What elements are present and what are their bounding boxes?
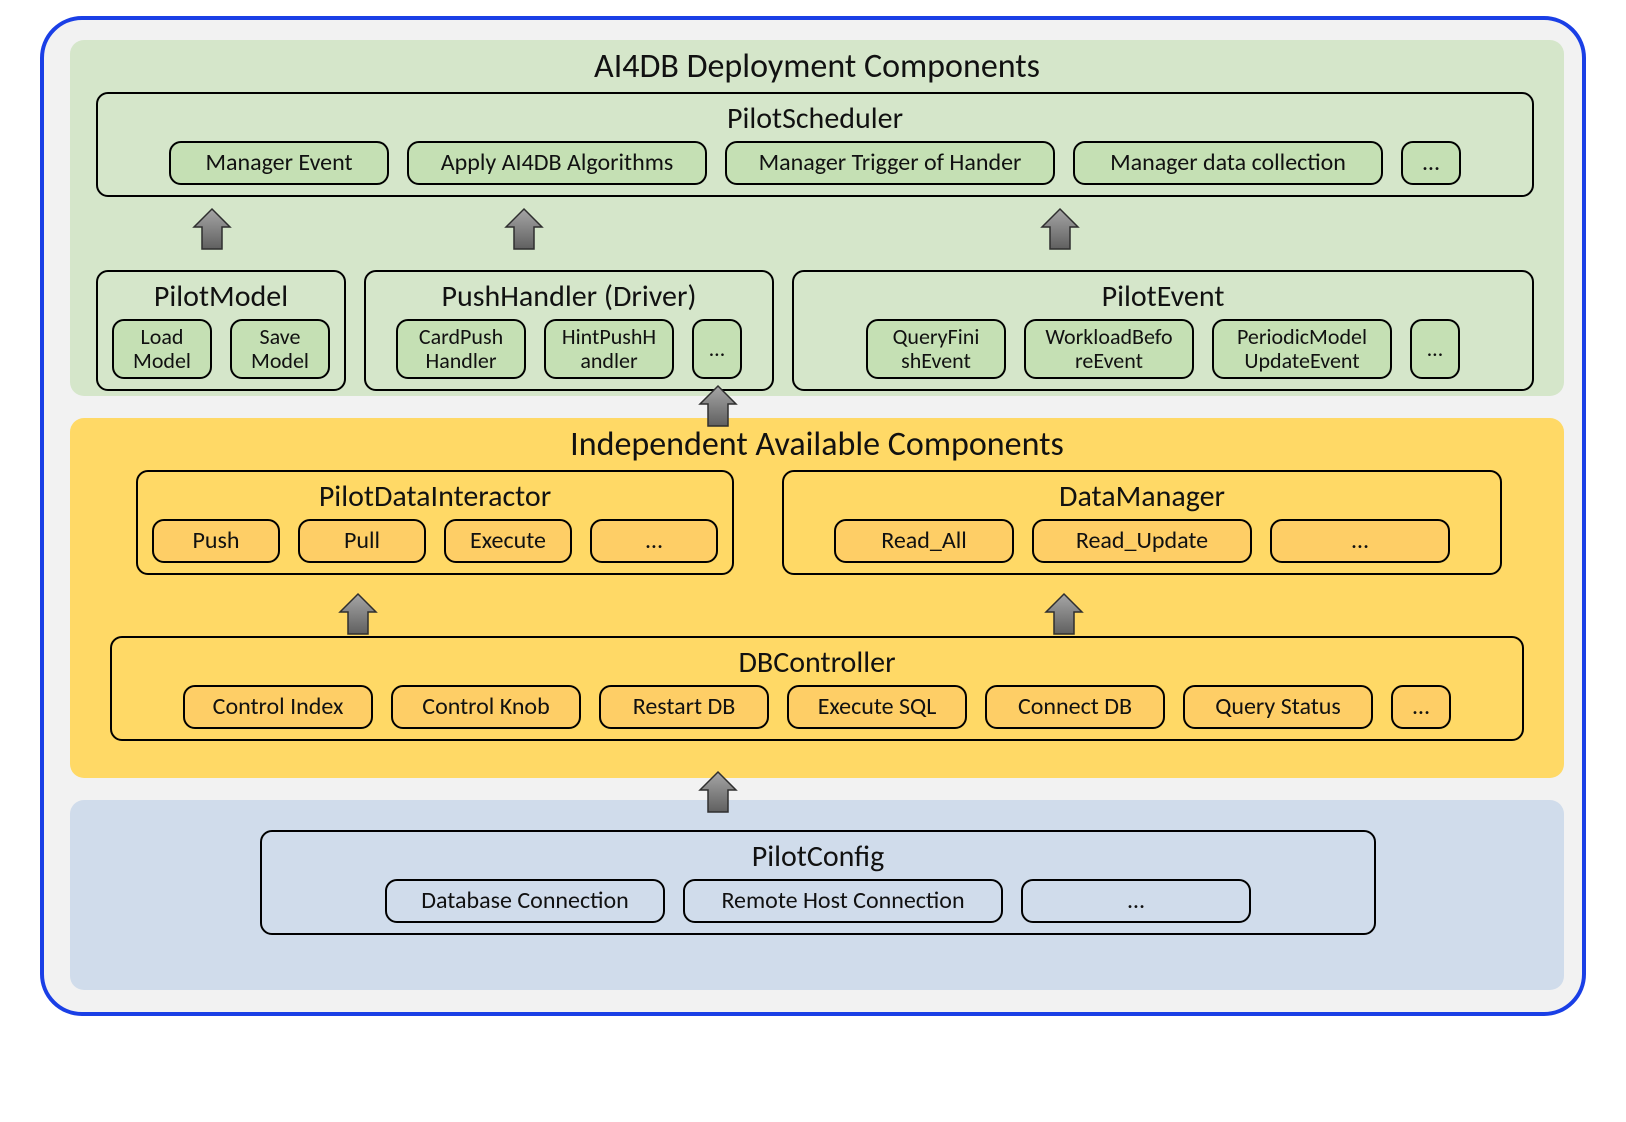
module-datamanager: DataManager Read_All Read_Update …: [782, 470, 1502, 575]
module-dbcontroller-title: DBController: [120, 644, 1514, 681]
push-pill-row: CardPush Handler HintPushH andler …: [374, 319, 764, 389]
pill-restart: Restart DB: [599, 685, 769, 729]
pill-push-more: …: [692, 319, 742, 379]
pill-sched-more: …: [1401, 141, 1461, 185]
pill-ctrl-index: Control Index: [183, 685, 373, 729]
module-pushhandler: PushHandler (Driver) CardPush Handler Hi…: [364, 270, 774, 391]
section-independent: Independent Available Components PilotDa…: [70, 418, 1564, 778]
outer-frame: AI4DB Deployment Components PilotSchedul…: [40, 16, 1586, 1016]
module-dbcontroller: DBController Control Index Control Knob …: [110, 636, 1524, 741]
scheduler-pill-row: Manager Event Apply AI4DB Algorithms Man…: [106, 141, 1524, 195]
pill-push: Push: [152, 519, 280, 563]
model-pill-row: Load Model Save Model: [106, 319, 336, 389]
module-pilotconfig: PilotConfig Database Connection Remote H…: [260, 830, 1376, 935]
module-pdi: PilotDataInteractor Push Pull Execute …: [136, 470, 734, 575]
pill-queryfinish: QueryFini shEvent: [866, 319, 1006, 379]
module-pilotevent: PilotEvent QueryFini shEvent WorkloadBef…: [792, 270, 1534, 391]
pill-cardpush: CardPush Handler: [396, 319, 526, 379]
pill-trigger: Manager Trigger of Hander: [725, 141, 1055, 185]
pill-manager-event: Manager Event: [169, 141, 389, 185]
pill-workload: WorkloadBefo reEvent: [1024, 319, 1194, 379]
pill-pdi-more: …: [590, 519, 718, 563]
pill-ctrl-knob: Control Knob: [391, 685, 581, 729]
section-independent-title: Independent Available Components: [70, 418, 1564, 465]
section-ai4db: AI4DB Deployment Components PilotSchedul…: [70, 40, 1564, 396]
pdi-pill-row: Push Pull Execute …: [146, 519, 724, 573]
pill-hintpush: HintPushH andler: [544, 319, 674, 379]
pill-apply-algos: Apply AI4DB Algorithms: [407, 141, 707, 185]
pill-dbc-more: …: [1391, 685, 1451, 729]
event-pill-row: QueryFini shEvent WorkloadBefo reEvent P…: [802, 319, 1524, 389]
module-pushhandler-title: PushHandler (Driver): [374, 278, 764, 315]
module-pilotmodel-title: PilotModel: [106, 278, 336, 315]
diagram-canvas: AI4DB Deployment Components PilotSchedul…: [0, 0, 1626, 1122]
pill-readupdate: Read_Update: [1032, 519, 1252, 563]
module-datamanager-title: DataManager: [792, 478, 1492, 515]
pill-data-coll: Manager data collection: [1073, 141, 1383, 185]
pill-host-conn: Remote Host Connection: [683, 879, 1003, 923]
dbc-pill-row: Control Index Control Knob Restart DB Ex…: [120, 685, 1514, 739]
pill-dm-more: …: [1270, 519, 1450, 563]
section-config: PilotConfig Database Connection Remote H…: [70, 800, 1564, 990]
section-ai4db-title: AI4DB Deployment Components: [70, 40, 1564, 87]
pill-event-more: …: [1410, 319, 1460, 379]
module-pilotevent-title: PilotEvent: [802, 278, 1524, 315]
pill-execute: Execute: [444, 519, 572, 563]
module-scheduler: PilotScheduler Manager Event Apply AI4DB…: [96, 92, 1534, 197]
pill-cfg-more: …: [1021, 879, 1251, 923]
pill-qstatus: Query Status: [1183, 685, 1373, 729]
pill-load-model: Load Model: [112, 319, 212, 379]
pill-connect: Connect DB: [985, 685, 1165, 729]
pill-db-conn: Database Connection: [385, 879, 665, 923]
module-pdi-title: PilotDataInteractor: [146, 478, 724, 515]
module-pilotconfig-title: PilotConfig: [270, 838, 1366, 875]
cfg-pill-row: Database Connection Remote Host Connecti…: [270, 879, 1366, 933]
pill-readall: Read_All: [834, 519, 1014, 563]
module-scheduler-title: PilotScheduler: [106, 100, 1524, 137]
pill-periodic: PeriodicModel UpdateEvent: [1212, 319, 1392, 379]
module-pilotmodel: PilotModel Load Model Save Model: [96, 270, 346, 391]
pill-save-model: Save Model: [230, 319, 330, 379]
pill-pull: Pull: [298, 519, 426, 563]
dm-pill-row: Read_All Read_Update …: [792, 519, 1492, 573]
pill-exec-sql: Execute SQL: [787, 685, 967, 729]
